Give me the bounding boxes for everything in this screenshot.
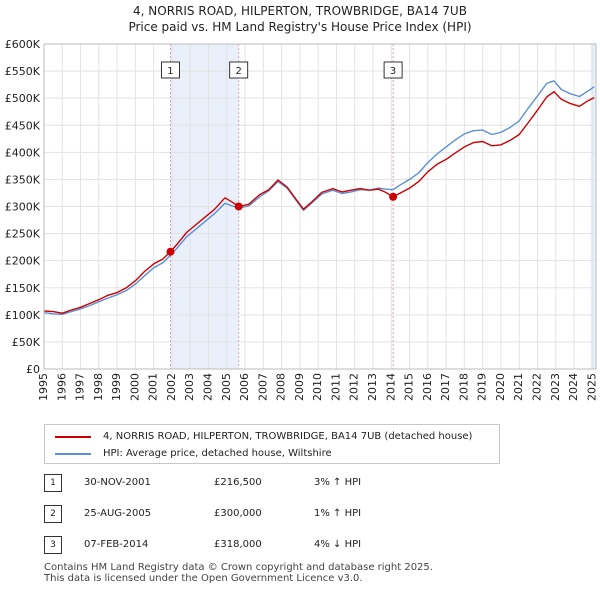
x-tick-label: 2005 bbox=[220, 373, 233, 401]
sale-point bbox=[234, 202, 243, 211]
y-tick-label: £550K bbox=[5, 65, 41, 78]
x-tick-label: 2022 bbox=[531, 373, 544, 401]
x-tick-label: 2015 bbox=[403, 373, 416, 401]
plot-frame bbox=[43, 43, 597, 370]
transaction-price: £318,000 bbox=[214, 539, 262, 550]
x-tick-label: 1998 bbox=[92, 373, 105, 401]
x-tick-label: 2012 bbox=[348, 373, 361, 401]
y-tick-label: £250K bbox=[5, 228, 41, 241]
x-tick-label: 2006 bbox=[238, 373, 251, 401]
x-tick-label: 2025 bbox=[585, 373, 598, 401]
chart-title-address: 4, NORRIS ROAD, HILPERTON, TROWBRIDGE, B… bbox=[133, 4, 467, 18]
x-tick-label: 2008 bbox=[275, 373, 288, 401]
x-tick-label: 2018 bbox=[457, 373, 470, 401]
x-tick-label: 2014 bbox=[384, 373, 397, 401]
transaction-price: £216,500 bbox=[214, 477, 262, 488]
transaction-date: 30-NOV-2001 bbox=[84, 477, 151, 488]
y-tick-label: £450K bbox=[5, 119, 41, 132]
footer-licence: This data is licensed under the Open Gov… bbox=[44, 573, 363, 584]
transaction-price: £300,000 bbox=[214, 508, 262, 519]
y-tick-label: £50K bbox=[12, 336, 41, 349]
x-tick-label: 2011 bbox=[329, 373, 342, 401]
sale-point bbox=[166, 247, 175, 256]
transaction-date: 25-AUG-2005 bbox=[84, 508, 152, 519]
x-tick-label: 2024 bbox=[567, 373, 580, 401]
x-tick-label: 2003 bbox=[183, 373, 196, 401]
transaction-number: 3 bbox=[44, 536, 62, 554]
x-tick-label: 1995 bbox=[37, 373, 50, 401]
footer-copyright: Contains HM Land Registry data © Crown c… bbox=[44, 562, 433, 573]
footer: Contains HM Land Registry data © Crown c… bbox=[44, 562, 433, 584]
y-tick-label: £150K bbox=[5, 282, 41, 295]
y-tick-label: £400K bbox=[5, 146, 41, 159]
x-tick-label: 2017 bbox=[439, 373, 452, 401]
transaction-number: 1 bbox=[44, 474, 62, 492]
legend-label-property: 4, NORRIS ROAD, HILPERTON, TROWBRIDGE, B… bbox=[103, 431, 473, 442]
transaction-number: 2 bbox=[44, 505, 62, 523]
x-tick-label: 2020 bbox=[494, 373, 507, 401]
y-tick-label: £200K bbox=[5, 255, 41, 268]
x-tick-label: 2009 bbox=[293, 373, 306, 401]
y-tick-label: £500K bbox=[5, 92, 41, 105]
sale-point bbox=[389, 192, 398, 201]
transaction-row: 2 25-AUG-2005 £300,000 1% ↑ HPI bbox=[44, 505, 464, 523]
transaction-hpi-diff: 1% ↑ HPI bbox=[314, 508, 362, 519]
x-tick-label: 2000 bbox=[128, 373, 141, 401]
x-tick-label: 2013 bbox=[366, 373, 379, 401]
x-tick-label: 2004 bbox=[202, 373, 215, 401]
legend-label-hpi: HPI: Average price, detached house, Wilt… bbox=[103, 448, 332, 459]
y-tick-label: £350K bbox=[5, 173, 41, 186]
x-tick-label: 2016 bbox=[421, 373, 434, 401]
sale-marker-label: 3 bbox=[390, 66, 396, 77]
legend-item-hpi: HPI: Average price, detached house, Wilt… bbox=[55, 447, 332, 461]
x-tick-label: 2002 bbox=[165, 373, 178, 401]
y-tick-label: £100K bbox=[5, 309, 41, 322]
x-tick-label: 2007 bbox=[256, 373, 269, 401]
sale-marker-box bbox=[160, 61, 180, 79]
x-tick-label: 2019 bbox=[476, 373, 489, 401]
y-tick-label: £0 bbox=[26, 363, 40, 376]
x-tick-label: 2001 bbox=[147, 373, 160, 401]
x-tick-label: 1996 bbox=[55, 373, 68, 401]
x-tick-label: 1999 bbox=[110, 373, 123, 401]
transaction-row: 1 30-NOV-2001 £216,500 3% ↑ HPI bbox=[44, 474, 464, 492]
x-tick-label: 2021 bbox=[512, 373, 525, 401]
legend-item-property: 4, NORRIS ROAD, HILPERTON, TROWBRIDGE, B… bbox=[55, 430, 472, 444]
legend-swatch-hpi bbox=[55, 453, 91, 455]
sale-marker-label: 2 bbox=[235, 66, 241, 77]
legend-swatch-property bbox=[55, 436, 91, 438]
sale-marker-box bbox=[383, 61, 403, 79]
sale-marker-box bbox=[229, 61, 249, 79]
property-price-line bbox=[43, 91, 595, 314]
transaction-hpi-diff: 3% ↑ HPI bbox=[314, 477, 362, 488]
y-tick-label: £600K bbox=[5, 38, 41, 51]
transaction-row: 3 07-FEB-2014 £318,000 4% ↓ HPI bbox=[44, 536, 464, 554]
chart-legend: 4, NORRIS ROAD, HILPERTON, TROWBRIDGE, B… bbox=[44, 424, 500, 464]
x-tick-label: 2010 bbox=[311, 373, 324, 401]
sale-marker-label: 1 bbox=[167, 66, 173, 77]
transaction-date: 07-FEB-2014 bbox=[84, 539, 149, 550]
x-tick-label: 2023 bbox=[549, 373, 562, 401]
transaction-hpi-diff: 4% ↓ HPI bbox=[314, 539, 362, 550]
price-chart: £0 £50K £100K £150K £200K £250K £300K £350K £400… bbox=[5, 38, 599, 401]
hpi-line bbox=[43, 80, 595, 315]
y-tick-label: £300K bbox=[5, 201, 41, 214]
chart-subtitle: Price paid vs. HM Land Registry's House … bbox=[128, 20, 472, 34]
x-tick-label: 1997 bbox=[74, 373, 87, 401]
